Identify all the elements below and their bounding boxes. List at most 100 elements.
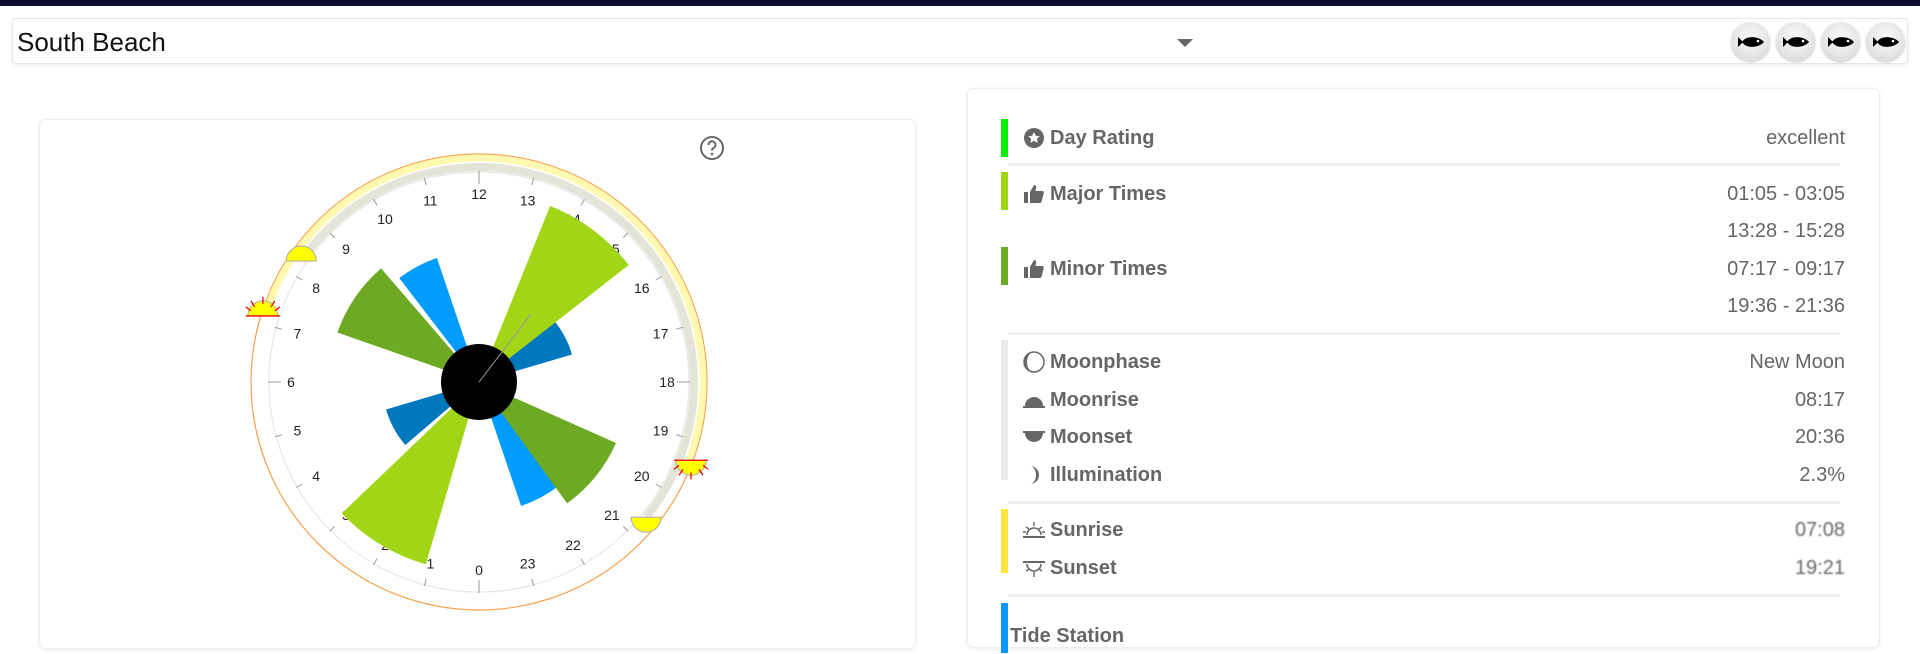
hour-label: 17 xyxy=(653,325,669,341)
day-rating-label: Day Rating xyxy=(1050,127,1155,149)
moon-indicator xyxy=(1001,340,1008,480)
rating-button-4[interactable] xyxy=(1866,22,1905,61)
hour-tick xyxy=(622,232,629,239)
minor-times-row-2: 19:36 - 21:36 xyxy=(968,287,1881,324)
hour-label: 0 xyxy=(475,562,483,578)
day-rating-value: excellent xyxy=(1766,127,1845,149)
location-select[interactable]: South Beach xyxy=(12,18,1908,64)
daylight-arc xyxy=(261,154,707,461)
hour-tick xyxy=(675,434,683,438)
moonrise-icon xyxy=(1023,397,1045,408)
moonrise-marker xyxy=(285,245,317,262)
rating-button-3[interactable] xyxy=(1821,22,1860,61)
chevron-down-icon[interactable] xyxy=(1177,39,1193,47)
tide-station-label: Tide Station xyxy=(1010,625,1125,647)
hour-tick xyxy=(373,199,378,206)
fish-icon xyxy=(1782,36,1809,47)
hour-label: 20 xyxy=(634,468,650,484)
moonrise-value: 08:17 xyxy=(1794,389,1845,411)
hour-label: 1 xyxy=(426,556,434,572)
sunrise-label: Sunrise xyxy=(1050,519,1124,541)
rating-button-1[interactable] xyxy=(1731,22,1770,61)
moonphase-row: Moonphase New Moon xyxy=(968,343,1881,380)
divider xyxy=(1008,594,1840,597)
fish-icon xyxy=(1737,36,1764,47)
moonset-row: Moonset 20:36 xyxy=(968,418,1881,455)
moonrise-row: Moonrise 08:17 xyxy=(968,381,1881,418)
moonrise-label: Moonrise xyxy=(1050,389,1139,411)
hour-label: 7 xyxy=(294,325,302,341)
hour-label: 5 xyxy=(294,423,302,439)
major-times-row: Major Times 01:05 - 03:05 xyxy=(968,175,1881,212)
hour-label: 13 xyxy=(520,192,536,208)
hour-label: 18 xyxy=(659,374,675,390)
major-time-1: 01:05 - 03:05 xyxy=(1727,183,1845,205)
moonphase-label: Moonphase xyxy=(1050,351,1162,373)
hour-label: 10 xyxy=(377,211,393,227)
hour-tick xyxy=(275,326,283,330)
current-time-hand xyxy=(478,314,532,383)
sunset-value: 19:21 xyxy=(1794,557,1845,579)
hour-tick xyxy=(423,178,427,186)
night-ring xyxy=(250,153,708,611)
hour-tick xyxy=(373,558,378,565)
minor-time-2: 19:36 - 21:36 xyxy=(1727,295,1845,317)
divider xyxy=(1008,332,1840,335)
minor-times-row: Minor Times 07:17 - 09:17 xyxy=(968,250,1881,287)
illumination-row: Illumination 2.3% xyxy=(968,456,1881,493)
hour-tick xyxy=(423,578,427,586)
sun-indicator xyxy=(1001,509,1008,573)
solunar-clock-card: 01234567891011121314151617181920212223 xyxy=(39,119,916,649)
sunset-icon xyxy=(1023,561,1045,577)
thumbs-up-icon xyxy=(1024,185,1044,203)
hour-label: 21 xyxy=(604,507,620,523)
divider xyxy=(1008,163,1840,166)
fish-icon xyxy=(1827,36,1854,47)
hour-tick xyxy=(275,434,283,438)
minor-time-wedge xyxy=(479,382,617,504)
major-times-label: Major Times xyxy=(1050,183,1167,205)
location-select-value: South Beach xyxy=(17,27,166,57)
divider xyxy=(1008,501,1840,504)
sunrise-icon xyxy=(1023,522,1045,538)
moonphase-value: New Moon xyxy=(1749,351,1845,373)
hour-label: 16 xyxy=(634,280,650,296)
hour-label: 11 xyxy=(423,192,438,208)
sunrise-marker xyxy=(245,296,281,317)
hour-tick xyxy=(296,276,303,281)
illumination-value: 2.3% xyxy=(1799,464,1845,486)
hour-label: 23 xyxy=(520,556,536,572)
star-circle-icon xyxy=(1024,128,1044,148)
minor-times-indicator xyxy=(1001,247,1008,285)
thumbs-up-icon xyxy=(1024,260,1044,278)
moonset-icon xyxy=(1023,431,1045,442)
hour-label: 8 xyxy=(312,280,320,296)
major-time-wedge xyxy=(341,382,479,565)
fish-icon xyxy=(1872,36,1899,47)
moon-phase-icon xyxy=(1023,351,1045,373)
hour-tick xyxy=(329,232,336,239)
tide-station-row: Tide Station xyxy=(968,617,1881,654)
hour-label: 6 xyxy=(287,374,295,390)
hour-tick xyxy=(622,525,629,532)
help-icon[interactable] xyxy=(699,135,725,161)
hour-tick xyxy=(296,483,303,488)
hour-tick xyxy=(580,558,585,565)
moonset-marker xyxy=(630,516,662,533)
major-time-wedge xyxy=(479,205,629,382)
moonset-value: 20:36 xyxy=(1794,426,1845,448)
hour-label: 19 xyxy=(653,423,669,439)
sunrise-row: Sunrise 07:08 xyxy=(968,511,1881,548)
minor-time-1: 07:17 - 09:17 xyxy=(1727,258,1845,280)
sunrise-value: 07:08 xyxy=(1794,519,1845,541)
rating-button-2[interactable] xyxy=(1776,22,1815,61)
details-card: Day Rating excellent Major Times 01:05 -… xyxy=(967,88,1881,653)
minor-time-wedge xyxy=(337,268,479,382)
hour-tick xyxy=(675,326,683,330)
tide-indicator xyxy=(1001,603,1008,653)
top-bar xyxy=(0,0,1920,6)
sunset-marker xyxy=(673,459,709,480)
minor-times-label: Minor Times xyxy=(1050,258,1168,280)
hour-label: 22 xyxy=(565,537,581,553)
hour-label: 12 xyxy=(471,186,487,202)
